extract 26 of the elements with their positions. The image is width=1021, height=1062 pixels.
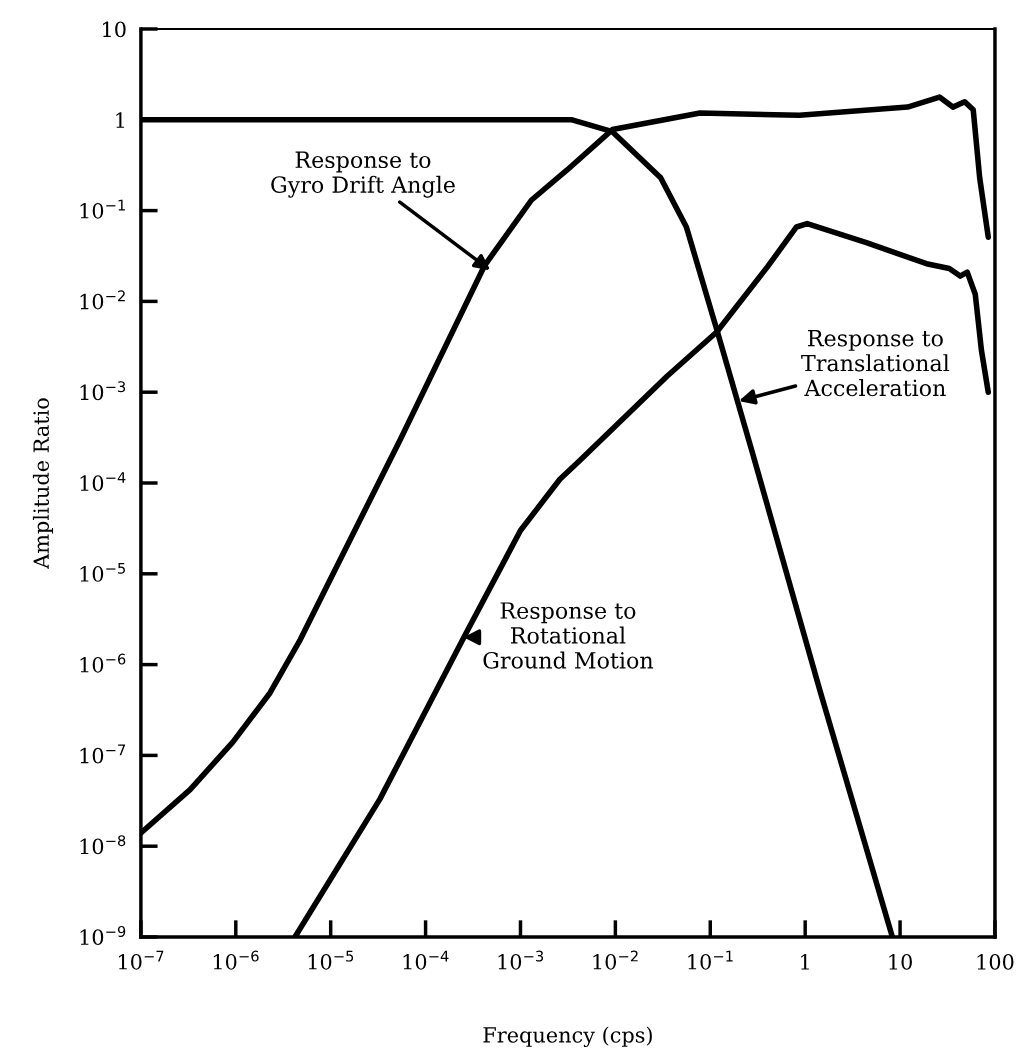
annotation: Response to Translational Acceleration bbox=[801, 330, 950, 397]
x-tick-label: 1 bbox=[801, 954, 809, 970]
x-tick-label: 10$^{−1}$ bbox=[688, 950, 733, 970]
y-tick-label: 10$^{−4}$ bbox=[80, 472, 126, 492]
x-tick-label: 10$^{−3}$ bbox=[498, 950, 544, 970]
y-tick-label: 10$^{−2}$ bbox=[80, 290, 125, 310]
y-tick-label: 10$^{−8}$ bbox=[80, 835, 126, 855]
y-tick-label: 10$^{−3}$ bbox=[80, 381, 126, 401]
annotation: Response to Rotational Ground Motion bbox=[483, 602, 654, 669]
x-tick-label: 10$^{−6}$ bbox=[213, 950, 259, 970]
y-tick-label: 10$^{−1}$ bbox=[80, 199, 125, 219]
x-tick-label: 10$^{−5}$ bbox=[308, 950, 354, 970]
y-tick-label: 10$^{−7}$ bbox=[80, 744, 126, 764]
y-axis-title: Amplitude Ratio bbox=[32, 398, 54, 569]
annotation: Response to Gyro Drift Angle bbox=[271, 151, 455, 198]
x-axis-title: Frequency (cps) bbox=[483, 1026, 652, 1048]
x-tick-label: 100 bbox=[977, 954, 1014, 970]
x-tick-label: 10 bbox=[889, 954, 912, 970]
y-tick-label: 1 bbox=[116, 112, 125, 128]
y-tick-label: 10$^{−5}$ bbox=[80, 562, 125, 582]
x-tick-label: 10$^{−2}$ bbox=[593, 950, 638, 970]
y-tick-label: 10$^{−9}$ bbox=[80, 925, 126, 946]
y-tick-label: 10$^{−6}$ bbox=[80, 653, 126, 673]
x-tick-label: 10$^{−4}$ bbox=[403, 950, 449, 970]
x-tick-label: 10$^{−7}$ bbox=[118, 950, 164, 970]
y-tick-label: 10 bbox=[103, 21, 126, 38]
